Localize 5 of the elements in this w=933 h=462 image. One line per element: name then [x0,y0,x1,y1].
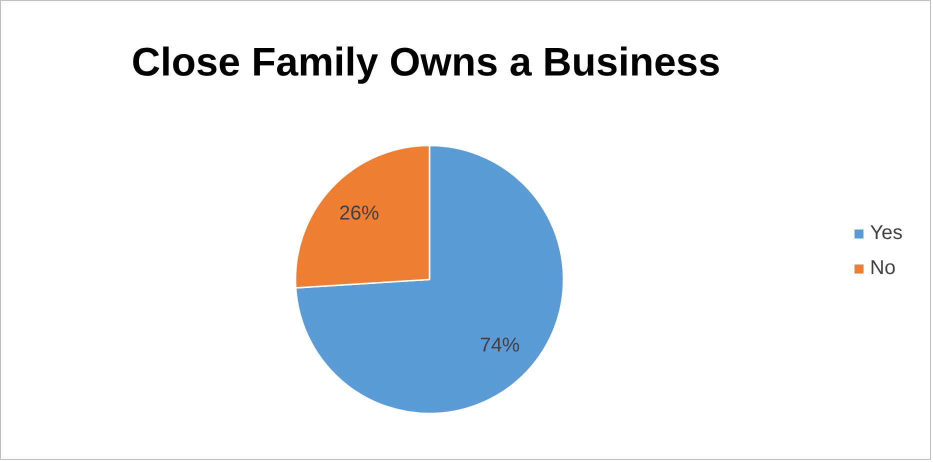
data-label: 74% [480,334,520,357]
legend-label: No [870,257,896,280]
chart-title: Close Family Owns a Business [131,40,721,84]
legend-label: Yes [870,222,903,245]
data-label: 26% [339,202,380,224]
